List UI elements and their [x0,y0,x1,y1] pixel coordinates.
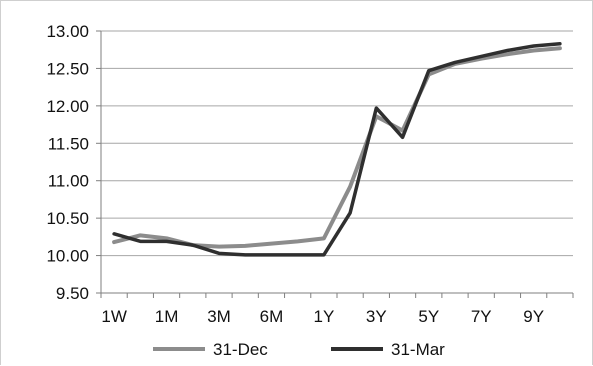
y-tick-label: 9.50 [56,284,89,303]
y-tick-label: 12.00 [46,97,89,116]
y-tick-label: 10.50 [46,209,89,228]
y-tick-label: 10.00 [46,247,89,266]
x-tick-label: 1M [155,307,179,326]
x-tick-label: 3M [207,307,231,326]
x-tick-label: 1Y [313,307,334,326]
x-tick-label: 6M [260,307,284,326]
x-tick-labels: 1W 1M 3M 6M 1Y 3Y 5Y 7Y 9Y [101,307,544,326]
series-lines [112,41,562,257]
y-tick-labels: 9.50 10.00 10.50 11.00 11.50 12.00 12.50 13.00 [46,22,89,303]
legend-label: 31-Dec [213,340,268,359]
grid-lines [101,30,573,257]
axes [96,30,574,298]
legend: 31-Dec 31-Mar [153,340,445,359]
x-tick-label: 3Y [366,307,387,326]
y-tick-label: 13.00 [46,22,89,41]
y-tick-label: 12.50 [46,59,89,78]
series-line-31-dec [112,46,562,249]
x-tick-label: 7Y [471,307,492,326]
x-tick-label: 1W [101,307,127,326]
y-tick-label: 11.50 [48,134,89,153]
x-tick-label: 5Y [418,307,439,326]
y-tick-label: 11.00 [48,172,89,191]
legend-label: 31-Mar [391,340,445,359]
series-line-31-mar [112,41,562,257]
x-tick-label: 9Y [523,307,544,326]
